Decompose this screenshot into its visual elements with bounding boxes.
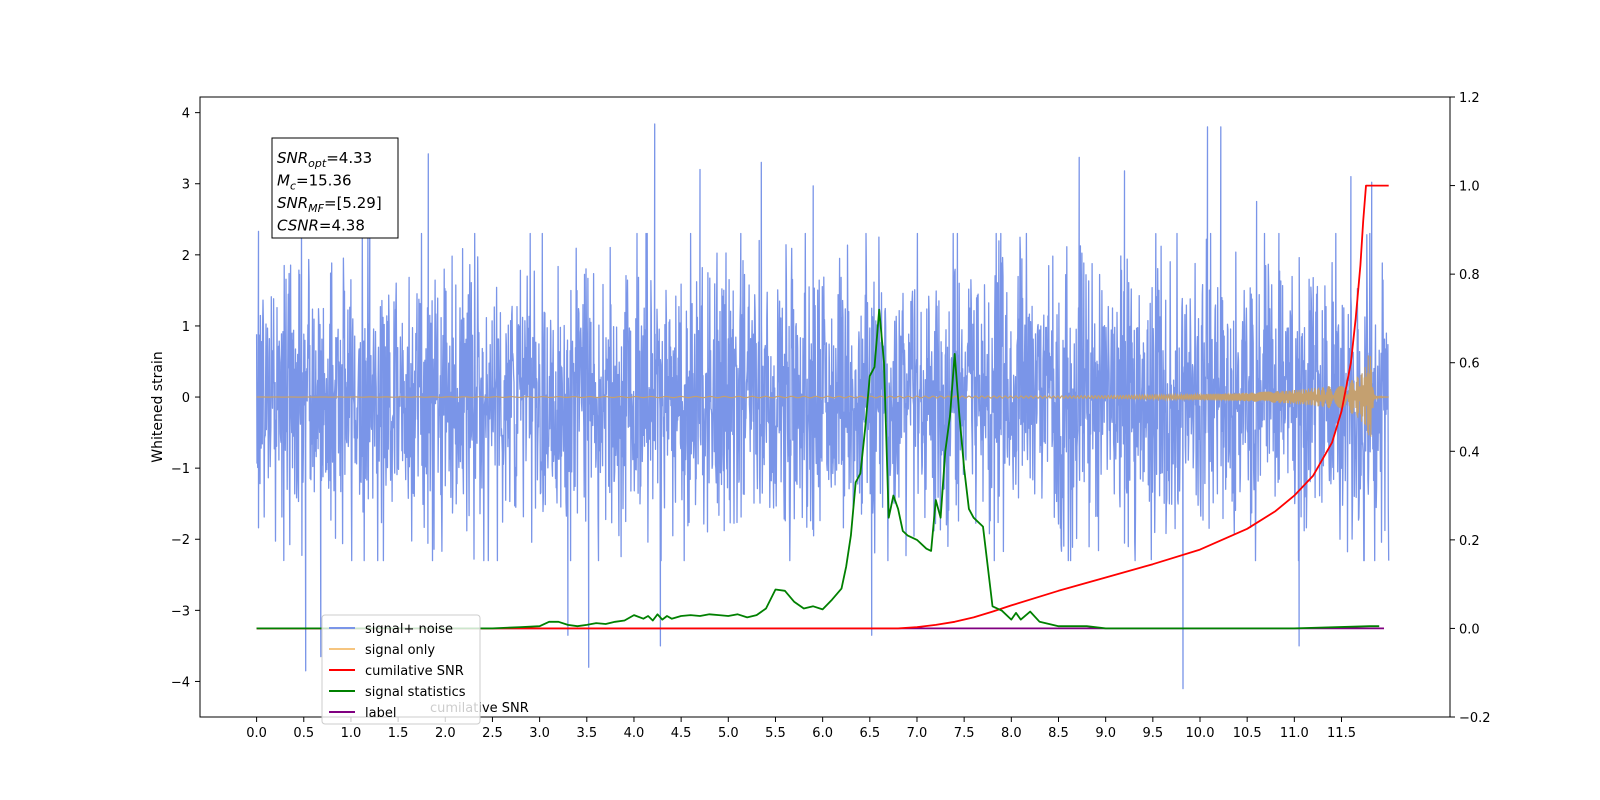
x-tick-label: 5.0 [718, 726, 739, 741]
x-tick-label: 8.5 [1048, 726, 1069, 741]
y-left-tick-label: 3 [182, 178, 190, 193]
y-left-tick-label: 0 [182, 391, 190, 406]
x-tick-label: 6.0 [812, 726, 833, 741]
x-tick-label: 1.0 [341, 726, 362, 741]
y-right-tick-label: 0.8 [1459, 268, 1480, 283]
x-tick-label: 9.0 [1095, 726, 1116, 741]
y-left-tick-label: 1 [182, 320, 190, 335]
series-signal-statistics [256, 308, 1380, 630]
y-axis-label: Whitened strain [150, 351, 166, 462]
stats-line: CSNR=4.38 [277, 217, 365, 235]
y-right-tick-label: 0.4 [1459, 445, 1480, 460]
y-right-tick-label: 0.2 [1459, 534, 1480, 549]
legend-label: cumilative SNR [365, 664, 464, 679]
y-left-tick-label: −2 [171, 533, 190, 548]
x-tick-label: 2.5 [482, 726, 503, 741]
y-axis-left: 4 3 2 1 0 −1 −2 −3 −4 [171, 107, 200, 690]
legend-label: label [365, 706, 396, 721]
legend-label: signal+ noise [365, 622, 453, 637]
series-signal-only [256, 355, 1389, 437]
y-right-tick-label: −0.2 [1459, 711, 1491, 726]
x-tick-label: 3.0 [529, 726, 550, 741]
stats-line: SNRopt=4.33 [277, 149, 372, 170]
x-tick-label: 0.5 [293, 726, 314, 741]
x-tick-label: 9.5 [1142, 726, 1163, 741]
x-tick-label: 1.5 [388, 726, 409, 741]
series-cumilative-snr [256, 184, 1389, 630]
x-tick-label: 4.5 [671, 726, 692, 741]
y-left-tick-label: −4 [171, 675, 190, 690]
x-tick-label: 5.5 [765, 726, 786, 741]
y-right-tick-label: 0.6 [1459, 357, 1480, 372]
x-tick-label: 7.0 [907, 726, 928, 741]
x-tick-label: 7.5 [954, 726, 975, 741]
y-left-tick-label: −1 [171, 462, 190, 477]
y-left-tick-label: 4 [182, 107, 190, 122]
x-axis: 0.0 0.5 1.0 1.5 2.0 2.5 3.0 3.5 4.0 4.5 5.0 5.5 6.0 6… [246, 717, 1356, 741]
x-tick-label: 10.5 [1233, 726, 1262, 741]
x-tick-label: 2.0 [435, 726, 456, 741]
x-tick-label: 0.0 [246, 726, 267, 741]
y-right-tick-label: 1.2 [1459, 91, 1480, 106]
x-tick-label: 8.0 [1001, 726, 1022, 741]
stats-box-frame [271, 137, 399, 239]
plot-frame [199, 96, 1451, 718]
legend-label: signal only [365, 643, 435, 658]
y-left-tick-label: −3 [171, 604, 190, 619]
y-left-tick-label: 2 [182, 249, 190, 264]
y-right-tick-label: 0.0 [1459, 622, 1480, 637]
x-tick-label: 11.5 [1327, 726, 1356, 741]
y-right-tick-label: 1.0 [1459, 180, 1480, 195]
legend-frame [321, 614, 481, 725]
x-tick-label: 4.0 [624, 726, 645, 741]
x-tick-label: 11.0 [1280, 726, 1309, 741]
stats-line: Mc=15.36 [277, 172, 352, 193]
x-tick-label: 6.5 [859, 726, 880, 741]
series-signal-plus-noise [255, 123, 1390, 690]
y-axis-right: 1.2 1.0 0.8 0.6 0.4 0.2 0.0 −0.2 [1450, 91, 1491, 726]
stats-line: SNRMF=[5.29] [277, 194, 382, 215]
x-tick-label: 10.0 [1186, 726, 1215, 741]
legend-label: signal statistics [365, 685, 466, 700]
x-tick-label: 3.5 [576, 726, 597, 741]
